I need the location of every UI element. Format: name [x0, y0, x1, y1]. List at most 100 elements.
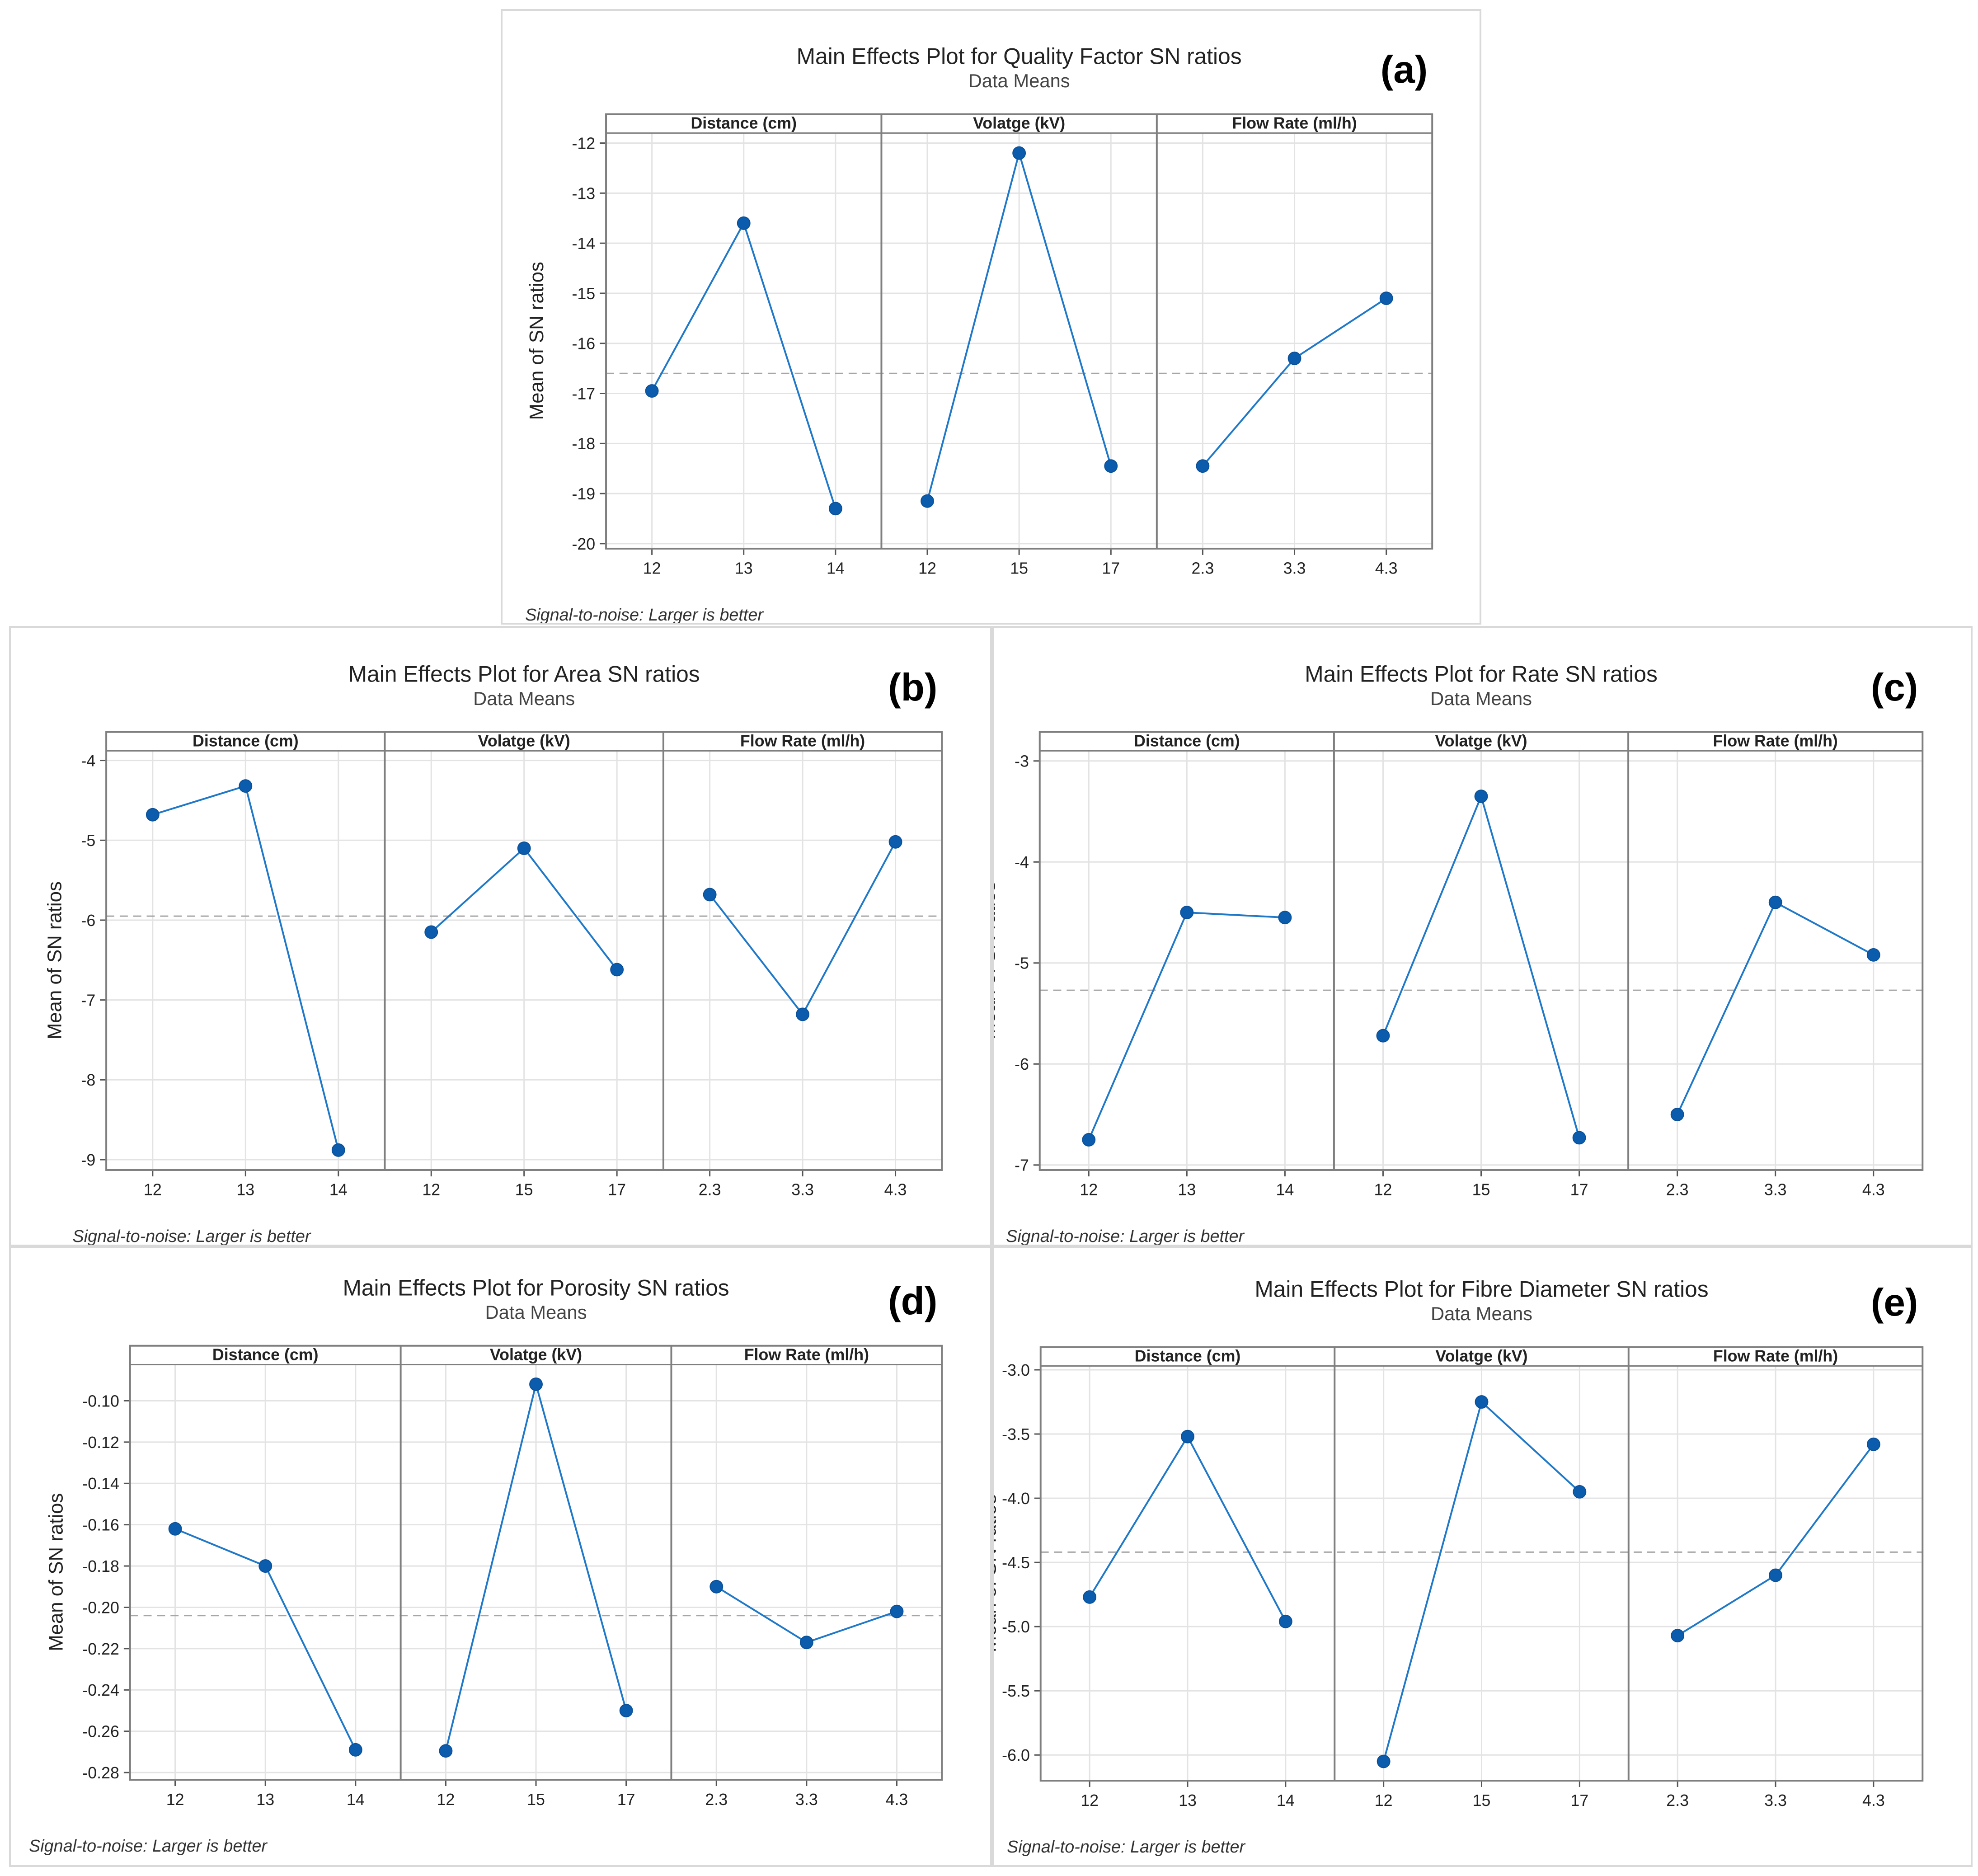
chart-subtitle: Data Means — [1431, 1303, 1532, 1324]
x-tick-label: 12 — [1374, 1181, 1392, 1199]
data-point — [348, 1743, 362, 1757]
y-tick-label: -0.20 — [82, 1599, 119, 1617]
data-point — [1083, 1590, 1097, 1604]
data-point — [1376, 1029, 1390, 1043]
chart-svg-e: Main Effects Plot for Fibre Diameter SN … — [994, 1276, 1924, 1857]
x-tick-label: 13 — [735, 560, 753, 578]
y-tick-label: -15 — [572, 285, 595, 303]
y-tick-label: -5 — [1015, 954, 1029, 973]
x-tick-label: 12 — [643, 560, 661, 578]
data-point — [258, 1559, 273, 1573]
y-tick-label: -0.24 — [82, 1681, 119, 1699]
data-point — [610, 963, 624, 977]
x-tick-label: 3.3 — [795, 1791, 818, 1809]
footer-note: Signal-to-noise: Larger is better — [73, 1227, 311, 1245]
x-tick-label: 4.3 — [1862, 1791, 1885, 1810]
y-axis-label: Mean of SN ratios — [994, 1494, 1000, 1652]
facet-strip-label: Distance (cm) — [193, 732, 299, 750]
x-tick-label: 15 — [515, 1181, 533, 1199]
x-tick-label: 14 — [347, 1791, 365, 1809]
facet-strip — [1156, 113, 1433, 134]
y-tick-label: -12 — [572, 134, 595, 152]
data-point — [1104, 459, 1118, 473]
data-point — [439, 1744, 453, 1758]
x-tick-label: 14 — [1277, 1791, 1295, 1810]
panel-letter: (a) — [1381, 48, 1428, 91]
facet-strip-label: Distance (cm) — [1134, 732, 1240, 750]
data-point — [1866, 948, 1880, 962]
facet-strip-label: Distance (cm) — [691, 114, 797, 132]
data-point — [331, 1143, 345, 1157]
data-point — [146, 808, 160, 822]
x-tick-label: 2.3 — [1666, 1181, 1689, 1199]
y-tick-label: -7 — [81, 992, 95, 1010]
y-tick-label: -3 — [1015, 752, 1029, 771]
x-tick-label: 3.3 — [791, 1181, 814, 1199]
x-tick-label: 14 — [329, 1181, 348, 1199]
panel-letter: (d) — [888, 1280, 937, 1323]
y-tick-label: -4 — [1015, 853, 1029, 871]
plot-frame — [129, 1345, 943, 1781]
facet-strip-label: Volatge (kV) — [1435, 1347, 1527, 1365]
data-point — [1474, 790, 1488, 803]
data-point — [1181, 1429, 1194, 1443]
chart-panel-d: Main Effects Plot for Porosity SN ratios… — [9, 1246, 992, 1867]
x-tick-label: 14 — [827, 560, 845, 578]
facet-strip — [1333, 731, 1629, 752]
data-point — [1180, 906, 1194, 919]
facet-strip-label: Flow Rate (ml/h) — [740, 732, 865, 750]
y-tick-label: -5 — [81, 832, 95, 850]
y-tick-label: -13 — [572, 184, 595, 202]
x-tick-label: 2.3 — [1192, 560, 1214, 578]
data-point — [703, 888, 717, 902]
x-tick-label: 4.3 — [884, 1181, 907, 1199]
x-tick-label: 15 — [1473, 1791, 1491, 1810]
data-point — [1769, 1568, 1782, 1582]
panel-letter: (b) — [888, 666, 937, 709]
x-tick-label: 4.3 — [886, 1791, 908, 1809]
footer-note: Signal-to-noise: Larger is better — [1007, 1838, 1245, 1857]
data-point — [1278, 911, 1292, 925]
plot-frame — [1038, 731, 1924, 1171]
x-tick-label: 15 — [527, 1791, 545, 1809]
chart-title: Main Effects Plot for Fibre Diameter SN … — [1254, 1276, 1708, 1302]
y-tick-label: -5.0 — [1002, 1618, 1030, 1636]
y-tick-label: -8 — [81, 1071, 95, 1089]
x-tick-label: 12 — [144, 1181, 162, 1199]
data-point — [799, 1636, 813, 1650]
data-point — [796, 1007, 809, 1021]
chart-title: Main Effects Plot for Quality Factor SN … — [797, 43, 1242, 69]
x-tick-label: 3.3 — [1283, 560, 1306, 578]
data-point — [1196, 459, 1210, 473]
data-point — [1278, 1614, 1292, 1628]
data-point — [709, 1580, 724, 1594]
data-point — [645, 384, 659, 398]
y-tick-label: -6 — [81, 912, 95, 930]
x-tick-label: 14 — [1276, 1181, 1294, 1199]
x-tick-label: 15 — [1010, 560, 1028, 578]
data-point — [1377, 1754, 1391, 1768]
chart-title: Main Effects Plot for Rate SN ratios — [1305, 661, 1658, 686]
chart-svg-b: Main Effects Plot for Area SN ratiosData… — [44, 661, 943, 1245]
x-tick-label: 3.3 — [1764, 1791, 1787, 1810]
facet-strip-label: Flow Rate (ml/h) — [1713, 732, 1838, 750]
chart-subtitle: Data Means — [485, 1302, 587, 1323]
plot-frame — [605, 113, 1433, 550]
y-tick-label: -0.22 — [82, 1640, 119, 1658]
data-point — [888, 835, 902, 849]
chart-subtitle: Data Means — [1430, 688, 1532, 709]
facet-strip — [605, 113, 882, 134]
facet-strip-label: Volatge (kV) — [490, 1346, 582, 1364]
data-point — [1671, 1629, 1685, 1642]
x-tick-label: 17 — [608, 1181, 626, 1199]
chart-title: Main Effects Plot for Porosity SN ratios — [343, 1275, 729, 1300]
data-point — [529, 1377, 543, 1391]
facet-strip-label: Flow Rate (ml/h) — [1713, 1347, 1838, 1365]
data-point — [737, 216, 751, 230]
chart-panel-e: Main Effects Plot for Fibre Diameter SN … — [992, 1246, 1973, 1867]
x-tick-label: 13 — [1178, 1181, 1196, 1199]
plot-frame — [105, 731, 943, 1171]
data-point — [1572, 1131, 1586, 1145]
data-point — [1475, 1395, 1489, 1409]
x-tick-label: 13 — [1179, 1791, 1197, 1810]
